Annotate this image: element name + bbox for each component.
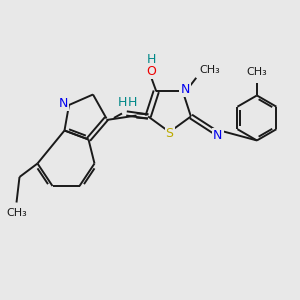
Text: H: H [146,53,156,66]
Text: CH₃: CH₃ [6,208,27,218]
Text: N: N [59,97,68,110]
Text: H: H [128,96,138,110]
Text: H: H [117,96,127,109]
Text: CH₃: CH₃ [199,65,220,75]
Text: O: O [146,65,156,78]
Text: S: S [166,127,173,140]
Text: N: N [213,129,223,142]
Text: CH₃: CH₃ [247,67,267,77]
Text: N: N [180,83,190,96]
